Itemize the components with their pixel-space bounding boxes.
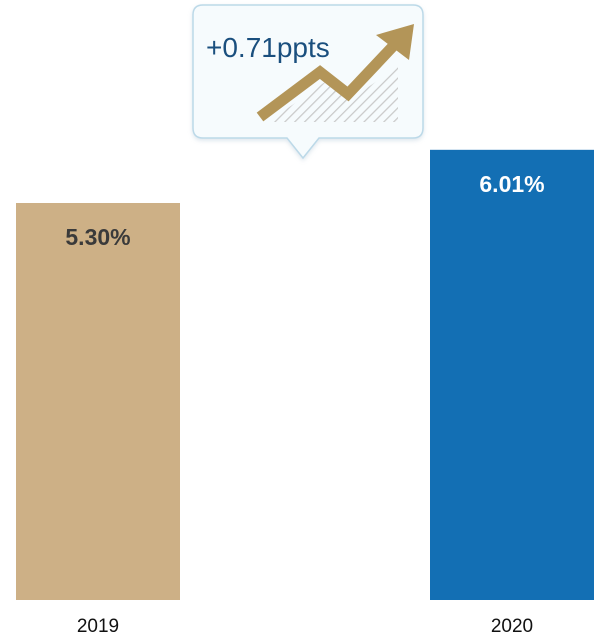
data-label-2020: 6.01% <box>479 171 544 197</box>
data-label-2019: 5.30% <box>65 224 130 250</box>
trend-up-arrow-icon <box>256 24 414 122</box>
bar-2020 <box>430 149 594 600</box>
bar-2019 <box>16 203 180 600</box>
x-axis-tick-labels: 2019 2020 <box>77 616 533 637</box>
data-labels-layer: 5.30% 6.01% <box>65 171 544 250</box>
x-tick-label-2019: 2019 <box>77 616 119 637</box>
x-tick-label-2020: 2020 <box>491 616 533 637</box>
change-callout: +0.71ppts <box>192 4 424 160</box>
callout-text: +0.71ppts <box>206 32 330 63</box>
bars-layer <box>16 149 594 600</box>
